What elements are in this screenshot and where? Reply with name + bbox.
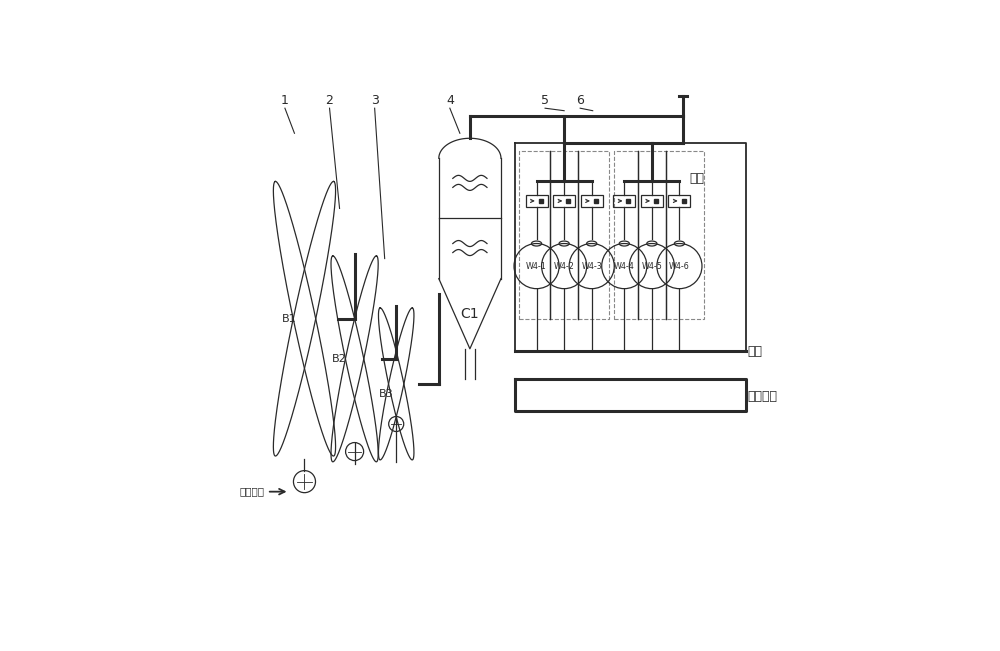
Text: 进水: 进水 [747, 345, 762, 358]
Text: W4-6: W4-6 [669, 262, 690, 271]
Text: W4-4: W4-4 [614, 262, 635, 271]
Text: B1: B1 [282, 314, 297, 324]
Bar [613, 195, 635, 207]
Bar [614, 151, 704, 319]
Text: 1: 1 [281, 94, 289, 107]
Bar [553, 195, 575, 207]
Bar [626, 199, 630, 203]
Text: W4-2: W4-2 [554, 262, 575, 271]
Bar [641, 195, 663, 207]
Bar [539, 199, 543, 203]
Bar [566, 199, 570, 203]
Bar [682, 199, 686, 203]
Text: B2: B2 [332, 354, 347, 364]
Text: W4-3: W4-3 [581, 262, 602, 271]
Text: W4-1: W4-1 [526, 262, 547, 271]
Bar [594, 199, 598, 203]
Bar [526, 195, 548, 207]
Text: 炼钢废气: 炼钢废气 [239, 487, 264, 497]
Text: 2: 2 [326, 94, 333, 107]
Text: 密封水池: 密封水池 [747, 390, 777, 403]
Bar [519, 151, 609, 319]
Text: 4: 4 [446, 94, 454, 107]
Text: B3: B3 [379, 389, 393, 399]
Text: 3: 3 [371, 94, 379, 107]
Text: W4-5: W4-5 [641, 262, 662, 271]
Text: 6: 6 [576, 94, 584, 107]
Text: 大气: 大气 [689, 172, 704, 185]
Bar [668, 195, 690, 207]
Text: 5: 5 [541, 94, 549, 107]
Bar [581, 195, 603, 207]
Text: C1: C1 [461, 307, 479, 321]
Bar [654, 199, 658, 203]
